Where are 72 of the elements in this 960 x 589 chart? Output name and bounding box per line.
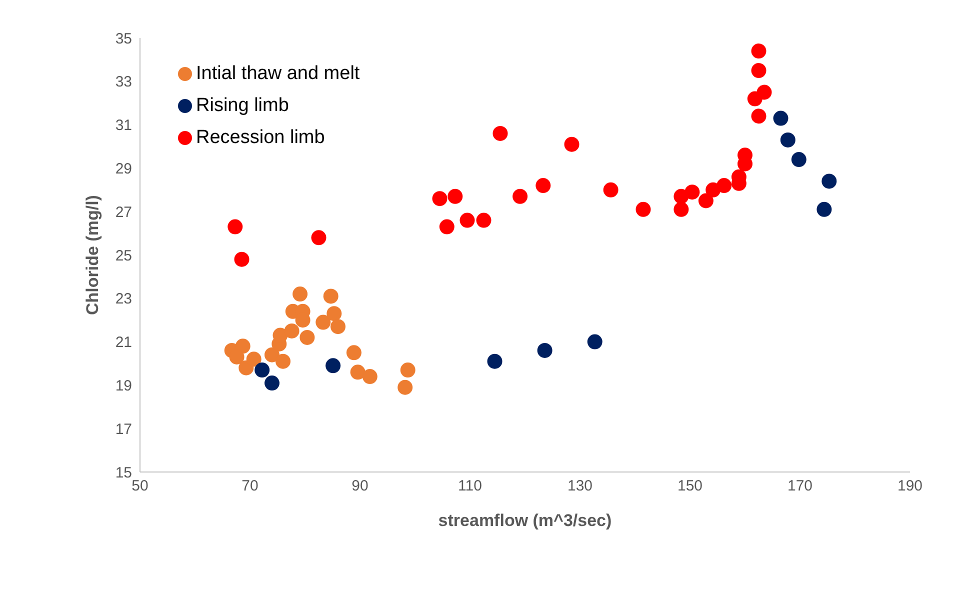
point <box>536 178 551 194</box>
point <box>228 219 243 234</box>
point <box>330 319 346 334</box>
y-tick-label: 25 <box>115 247 132 264</box>
y-tick-label: 17 <box>115 420 132 438</box>
x-tick-label: 70 <box>242 478 258 495</box>
point <box>350 364 366 380</box>
point <box>674 202 689 217</box>
point <box>400 362 416 378</box>
point <box>751 63 766 78</box>
point <box>751 108 766 124</box>
y-tick-label: 29 <box>115 160 132 178</box>
point <box>636 202 651 217</box>
point <box>756 84 772 100</box>
point <box>564 136 580 152</box>
x-axis-title: streamflow (m^3/sec) <box>438 511 612 530</box>
legend-label: Recession limb <box>196 127 325 148</box>
point <box>448 188 463 204</box>
point <box>432 191 448 206</box>
point <box>603 182 618 198</box>
point <box>460 212 475 228</box>
y-tick-label: 21 <box>115 334 132 352</box>
point <box>398 380 413 395</box>
point <box>791 152 806 168</box>
point <box>512 188 528 204</box>
point <box>254 362 270 378</box>
point <box>284 323 300 338</box>
point <box>773 110 788 126</box>
point <box>300 330 315 345</box>
y-tick-label: 15 <box>115 464 132 482</box>
x-tick-label: 50 <box>132 478 148 495</box>
point <box>537 342 552 358</box>
x-tick-label: 90 <box>352 478 368 495</box>
point <box>323 288 338 304</box>
point <box>684 184 700 200</box>
point <box>264 376 280 391</box>
point <box>276 354 290 369</box>
x-tick-label: 130 <box>567 478 593 495</box>
y-tick-label: 23 <box>115 290 132 308</box>
point <box>346 345 362 360</box>
legend-label: Rising limb <box>196 95 289 116</box>
x-tick-label: 190 <box>897 478 923 495</box>
point <box>326 306 342 322</box>
y-tick-label: 27 <box>115 204 132 221</box>
point <box>780 132 796 148</box>
y-tick-label: 19 <box>115 378 132 395</box>
point <box>439 219 454 234</box>
point <box>311 230 326 246</box>
point <box>362 369 378 384</box>
point <box>822 174 837 189</box>
point <box>816 202 832 217</box>
y-tick-label: 35 <box>115 30 132 48</box>
point <box>235 338 250 354</box>
point <box>246 352 262 367</box>
point <box>492 126 508 141</box>
point <box>292 286 308 302</box>
x-tick-label: 170 <box>787 478 813 495</box>
point <box>234 252 250 267</box>
point <box>326 358 341 374</box>
point <box>476 212 492 228</box>
point <box>751 44 766 59</box>
point <box>487 354 502 369</box>
x-tick-label: 150 <box>677 478 703 495</box>
y-tick-label: 31 <box>115 117 132 134</box>
legend-label: Intial thaw and melt <box>196 63 360 84</box>
point <box>716 178 732 194</box>
y-tick-label: 33 <box>115 74 132 91</box>
point <box>587 334 602 350</box>
x-tick-label: 110 <box>458 478 482 495</box>
point <box>698 193 714 208</box>
y-axis-title: Chloride (mg/l) <box>83 195 102 315</box>
point <box>316 314 331 330</box>
